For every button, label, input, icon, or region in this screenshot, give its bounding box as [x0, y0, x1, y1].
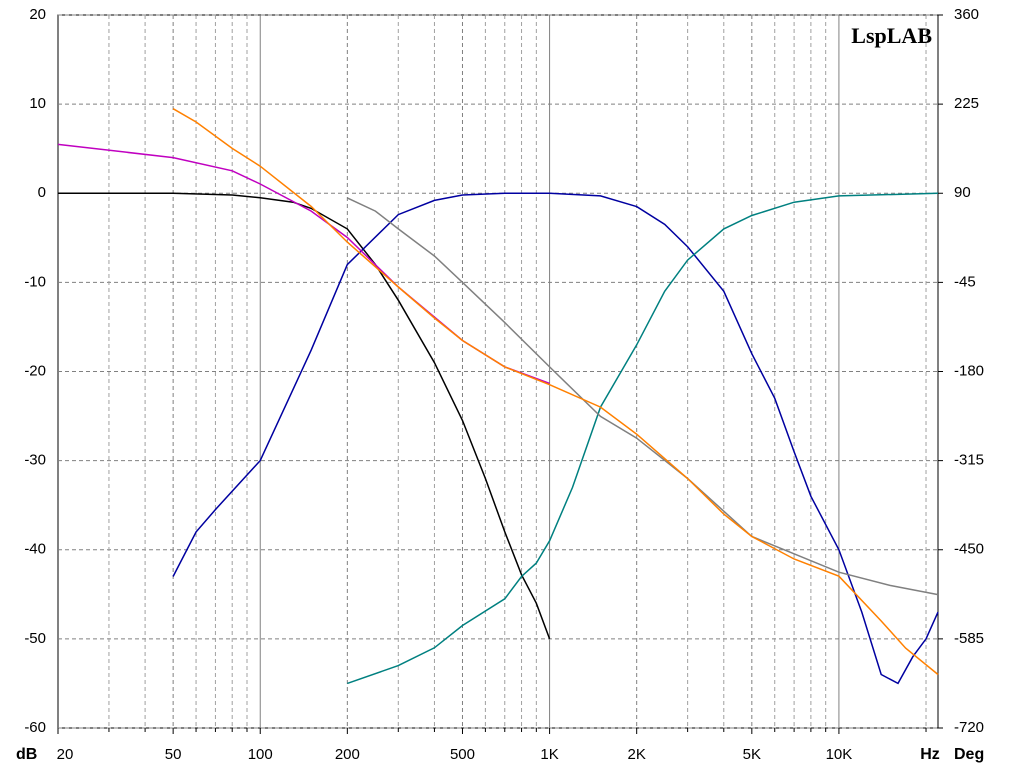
- y2-tick-label: 360: [954, 6, 979, 23]
- data-line: [172, 192, 939, 685]
- y-tick-label: 0: [38, 184, 46, 201]
- y-tick-label: 10: [29, 95, 46, 112]
- y2-tick-label: -585: [954, 630, 984, 647]
- x-tick-label: 50: [165, 746, 182, 763]
- y2-tick-label: -720: [954, 719, 984, 736]
- data-line: [58, 192, 551, 640]
- y2-tick-label: -315: [954, 452, 984, 469]
- y2-tick-label: 90: [954, 184, 971, 201]
- y2-tick-label: -45: [954, 273, 976, 290]
- x-axis-label: Hz: [920, 746, 940, 763]
- y-tick-label: -40: [24, 541, 46, 558]
- x-tick-label: 100: [248, 746, 273, 763]
- chart-title: LspLAB: [851, 23, 932, 48]
- y-tick-label: -30: [24, 452, 46, 469]
- y2-tick-label: -180: [954, 362, 984, 379]
- y-tick-label: -60: [24, 719, 46, 736]
- y-tick-label: -20: [24, 362, 46, 379]
- x-tick-label: 5K: [743, 746, 761, 763]
- y2-tick-label: 225: [954, 95, 979, 112]
- data-line: [346, 197, 939, 596]
- y-tick-label: -10: [24, 273, 46, 290]
- data-line: [347, 192, 939, 685]
- x-tick-label: 1K: [540, 746, 558, 763]
- y2-axis-label: Deg: [954, 746, 984, 763]
- x-tick-label: 200: [335, 746, 360, 763]
- y-tick-label: -50: [24, 630, 46, 647]
- y2-tick-label: -450: [954, 541, 984, 558]
- x-tick-label: 20: [57, 746, 74, 763]
- data-line: [172, 108, 939, 676]
- plot-area: [57, 14, 939, 729]
- x-tick-label: 2K: [628, 746, 646, 763]
- y-tick-label: 20: [29, 6, 46, 23]
- y-axis-label: dB: [16, 746, 37, 763]
- x-tick-label: 500: [450, 746, 475, 763]
- x-tick-label: 10K: [826, 746, 853, 763]
